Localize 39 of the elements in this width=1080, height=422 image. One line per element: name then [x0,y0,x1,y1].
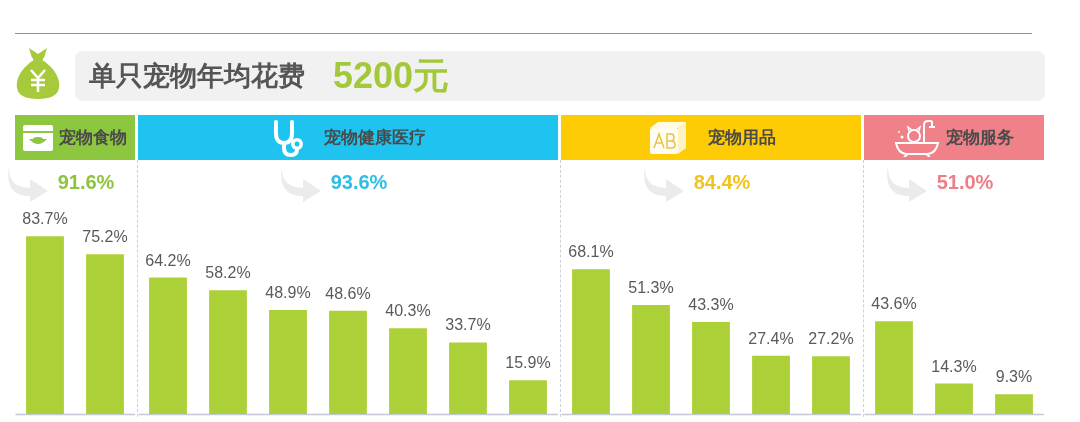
bar [329,310,367,414]
chart-title: 宠物健康医疗 [324,127,426,149]
chart-subtitle: 51.0% [936,171,994,194]
chart-subtitle: 93.6% [330,171,388,194]
chart-title: 宠物用品 [708,127,776,149]
data-label: 83.7% [22,210,68,228]
data-label: 33.7% [445,316,491,334]
bar [752,355,790,414]
bar [389,328,427,414]
data-label: 43.6% [871,295,917,313]
bar [449,342,487,414]
bar [812,356,850,414]
data-label: 9.3% [995,368,1033,386]
data-label: 27.4% [748,329,794,347]
text: 5200元 [333,53,450,98]
bar [692,321,730,414]
data-label: 58.2% [205,264,251,282]
bar [509,380,547,414]
data-label: 14.3% [931,357,977,375]
data-label: 48.6% [325,284,371,302]
bar [149,277,187,414]
bar [269,310,307,414]
data-label: 43.3% [688,295,734,313]
data-label: 75.2% [82,228,128,246]
data-label: 48.9% [265,284,311,302]
data-label: 40.3% [385,302,431,320]
data-label: 64.2% [145,251,191,269]
data-label: 68.1% [568,243,614,261]
data-label: 15.9% [505,354,551,372]
chart-title: 宠物食物 [59,127,127,149]
bar [209,290,247,414]
chart-title: 宠物服务 [946,127,1014,149]
text: 单只宠物年均花费 [89,60,305,93]
data-label: 51.3% [628,278,674,296]
chart-subtitle: 91.6% [57,171,115,194]
chart-subtitle: 84.4% [693,171,751,194]
bar [632,304,670,414]
data-label: 27.2% [808,330,854,348]
bar [572,269,610,414]
